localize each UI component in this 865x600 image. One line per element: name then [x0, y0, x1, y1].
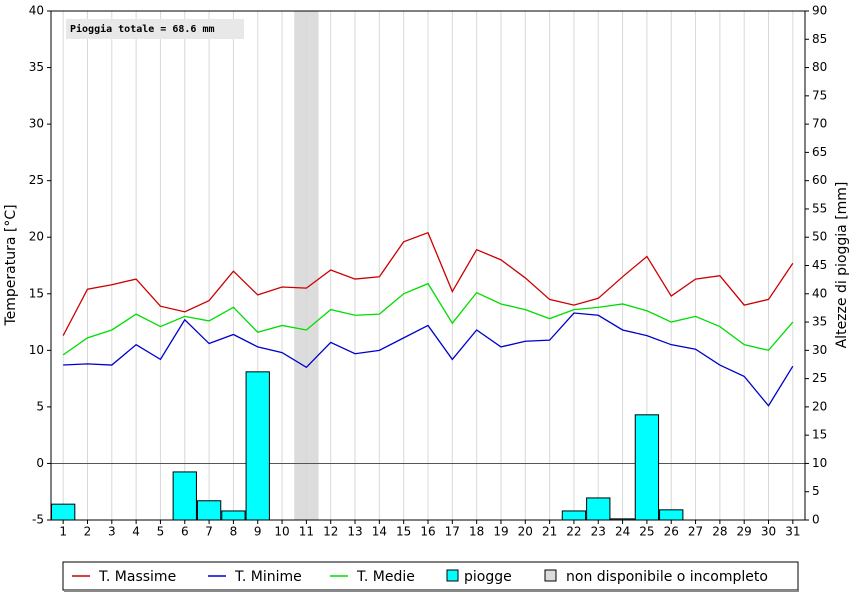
- y2-tick-label: 50: [812, 230, 827, 244]
- y-tick-label: -5: [32, 513, 44, 527]
- x-tick-label: 1: [59, 525, 67, 539]
- y-axis-label: Temperatura [°C]: [3, 204, 19, 326]
- y2-tick-label: 45: [812, 258, 827, 272]
- x-tick-label: 6: [181, 525, 189, 539]
- annotation: Pioggia totale = 68.6 mm: [70, 23, 215, 35]
- y2-tick-label: 0: [812, 513, 820, 527]
- y2-tick-label: 5: [812, 484, 820, 498]
- x-tick-label: 31: [785, 525, 800, 539]
- x-tick-label: 18: [469, 525, 484, 539]
- legend-label: T. Massime: [98, 569, 176, 585]
- y2-tick-label: 85: [812, 32, 827, 46]
- x-tick-label: 9: [254, 525, 262, 539]
- rain-bar: [172, 471, 197, 521]
- x-tick-label: 12: [323, 525, 338, 539]
- x-tick-label: 28: [712, 525, 727, 539]
- y-tick-label: 15: [29, 286, 44, 300]
- y2-tick-label: 80: [812, 60, 827, 74]
- y2-tick-label: 20: [812, 399, 827, 413]
- rain-bar: [634, 414, 660, 521]
- y2-tick-label: 60: [812, 173, 827, 187]
- y2-tick-label: 40: [812, 286, 827, 300]
- x-tick-label: 24: [615, 525, 630, 539]
- x-tick-label: 8: [230, 525, 238, 539]
- y2-tick-label: 70: [812, 117, 827, 131]
- x-tick-label: 20: [518, 525, 533, 539]
- y-tick-label: 40: [29, 4, 44, 18]
- y2-tick-label: 15: [812, 428, 827, 442]
- y2-tick-label: 90: [812, 4, 827, 18]
- rain-bar: [245, 371, 270, 521]
- y2-tick-label: 25: [812, 371, 827, 385]
- legend-swatch: [446, 569, 459, 582]
- temperature-line: [62, 282, 794, 356]
- y-tick-label: 25: [29, 173, 44, 187]
- legend-box: [62, 561, 799, 591]
- x-tick-label: 23: [591, 525, 606, 539]
- plot-frame: [50, 10, 806, 521]
- legend-label: T. Minime: [234, 569, 302, 585]
- legend-label: non disponibile o incompleto: [566, 569, 768, 585]
- x-tick-label: 19: [493, 525, 508, 539]
- rain-bar: [51, 503, 76, 521]
- x-tick-label: 5: [157, 525, 165, 539]
- y2-tick-label: 30: [812, 343, 827, 357]
- x-tick-label: 14: [372, 525, 387, 539]
- temperature-line: [63, 312, 794, 407]
- annotation-box: [66, 19, 244, 39]
- x-tick-label: 26: [664, 525, 679, 539]
- y2-tick-label: 75: [812, 88, 827, 102]
- x-tick-label: 16: [420, 525, 435, 539]
- x-tick-label: 10: [274, 525, 289, 539]
- x-tick-label: 3: [108, 525, 116, 539]
- x-tick-label: 21: [542, 525, 557, 539]
- y-tick-label: 30: [29, 117, 44, 131]
- y-tick-label: 35: [29, 60, 44, 74]
- y-tick-label: 0: [36, 456, 44, 470]
- x-tick-label: 4: [132, 525, 140, 539]
- y2-tick-label: 10: [812, 456, 827, 470]
- y-tick-label: 20: [29, 230, 44, 244]
- x-tick-label: 13: [347, 525, 362, 539]
- y2-tick-label: 55: [812, 201, 827, 215]
- temperature-line: [62, 231, 794, 336]
- rain-bar: [586, 497, 611, 521]
- y-tick-label: 10: [29, 343, 44, 357]
- rain-bar: [221, 510, 246, 521]
- rain-bar: [196, 500, 222, 521]
- y2-tick-label: 65: [812, 145, 827, 159]
- y2-axis-label: Altezze di pioggia [mm]: [834, 182, 850, 349]
- x-tick-label: 17: [445, 525, 460, 539]
- x-tick-label: 15: [396, 525, 411, 539]
- x-tick-label: 27: [688, 525, 703, 539]
- y-tick-label: 5: [36, 399, 44, 413]
- x-tick-label: 11: [299, 525, 314, 539]
- legend-swatch: [544, 569, 557, 582]
- x-tick-label: 22: [566, 525, 581, 539]
- legend-label: piogge: [464, 569, 512, 585]
- x-tick-label: 30: [761, 525, 776, 539]
- x-tick-label: 7: [205, 525, 213, 539]
- x-tick-label: 25: [639, 525, 654, 539]
- x-tick-label: 29: [737, 525, 752, 539]
- y2-tick-label: 35: [812, 315, 827, 329]
- rain-bar: [659, 509, 684, 521]
- x-tick-label: 2: [84, 525, 92, 539]
- legend-label: T. Medie: [356, 569, 415, 585]
- rain-bar: [561, 510, 587, 521]
